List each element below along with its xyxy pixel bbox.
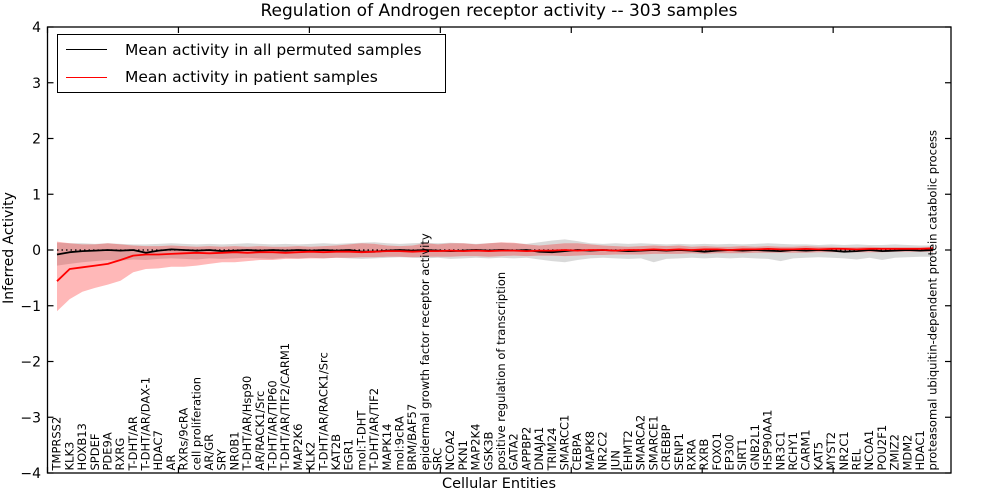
x-tick-label: BRM/BAF57 — [405, 404, 419, 471]
x-tick-label: JUN — [608, 450, 622, 471]
legend-item-permuted: Mean activity in all permuted samples — [58, 37, 445, 63]
patient-confidence-band — [57, 241, 933, 312]
x-tick-label: CARM1 — [799, 429, 813, 470]
y-tick-label: 4 — [32, 20, 41, 36]
x-tick-label: T-DHT/AR/Hsp90 — [240, 376, 254, 472]
x-tick-label: NCOA2 — [443, 430, 457, 471]
legend: Mean activity in all permuted samples Me… — [57, 34, 446, 93]
x-tick-label: SIRT1 — [735, 438, 749, 470]
permuted-line-swatch — [66, 49, 107, 51]
x-tick-label: AR/GR — [202, 434, 216, 471]
x-tick-label: EHMT2 — [621, 430, 635, 470]
x-tick-label: EGR1 — [342, 439, 356, 471]
x-tick-label: RXRs/9cRA — [177, 408, 191, 471]
x-tick-label: MAP2K4 — [469, 424, 483, 471]
x-tick-label: HDAC1 — [913, 430, 927, 470]
x-tick-label: CREBBP — [659, 424, 673, 470]
x-tick-label: T-DHT/AR/TIF2/CARM1 — [278, 343, 292, 472]
x-tick-label: SMARCA2 — [634, 415, 648, 471]
x-tick-label: cell proliferation — [189, 377, 203, 471]
x-tick-label: KLK2 — [304, 442, 318, 471]
x-tick-label: FOXO1 — [710, 432, 724, 470]
x-tick-label: AR — [164, 455, 178, 471]
y-tick-label: −2 — [20, 355, 41, 371]
permuted-confidence-band — [57, 239, 933, 266]
x-tick-label: HDAC7 — [151, 430, 165, 470]
x-tick-label: CEBPA — [570, 433, 584, 470]
x-tick-label: MAP2K6 — [291, 424, 305, 471]
x-tick-label: HOXB13 — [75, 423, 89, 470]
x-tick-label: TRIM24 — [545, 428, 559, 472]
x-tick-label: HSP90AA1 — [761, 410, 775, 471]
x-tick-label: RXRG — [113, 438, 127, 471]
y-tick-label: 2 — [32, 132, 41, 148]
x-tick-label: EP300 — [723, 434, 737, 470]
x-tick-label: SMARCE1 — [646, 415, 660, 470]
x-axis-label: Cellular Entities — [441, 476, 557, 492]
x-tick-label: PDE9A — [100, 432, 114, 470]
x-tick-label: MAPK8 — [583, 431, 597, 471]
x-tick-label: T-DHT/AR/DAX-1 — [139, 377, 153, 472]
x-tick-label: REL — [850, 448, 864, 470]
x-tick-label: RXRA — [684, 439, 698, 470]
x-tick-label: positive regulation of transcription — [494, 272, 508, 471]
legend-label-permuted: Mean activity in all permuted samples — [125, 40, 422, 59]
x-tick-label: NR2C1 — [837, 431, 851, 470]
x-tick-label: SENP1 — [672, 433, 686, 470]
legend-item-patient: Mean activity in patient samples — [58, 64, 445, 90]
x-tick-label: T-DHT/AR/TIP60 — [266, 380, 280, 471]
x-tick-label: T-DHT/AR/TIF2 — [367, 388, 381, 472]
x-tick-label: SPDEF — [88, 434, 102, 471]
x-tick-label: KAT5 — [811, 442, 825, 471]
x-tick-label: T-DHT/AR/RACK1/Src — [316, 352, 330, 471]
y-tick-label: −4 — [20, 466, 41, 482]
chart-title: Regulation of Androgen receptor activity… — [260, 1, 738, 21]
x-tick-label: MAPK14 — [380, 424, 394, 471]
x-tick-label: ZMIZ2 — [888, 434, 902, 470]
y-tick-label: 1 — [32, 187, 41, 203]
x-tick-label: NR0B1 — [227, 431, 241, 470]
x-tick-label: APPBP2 — [519, 427, 533, 471]
x-tick-label: T-DHT/AR — [126, 416, 140, 471]
x-tick-label: epidermal growth factor receptor activit… — [418, 233, 432, 470]
x-tick-label: TMPRSS2 — [50, 417, 64, 472]
x-tick-label: NR2C2 — [596, 431, 610, 470]
y-tick-label: −1 — [20, 299, 41, 315]
x-tick-label: KAT2B — [329, 434, 343, 471]
x-tick-label: RXRB — [697, 439, 711, 471]
x-tick-label: GSK3B — [481, 431, 495, 470]
x-tick-label: mol:T-DHT — [354, 410, 368, 471]
x-tick-label: DNAJA1 — [532, 427, 546, 471]
y-tick-label: 3 — [32, 76, 41, 92]
x-tick-label: MDM2 — [900, 434, 914, 470]
x-tick-label: GATA2 — [507, 433, 521, 470]
x-tick-label: NR3C1 — [773, 431, 787, 470]
y-tick-label: 0 — [32, 243, 41, 259]
x-tick-label: NCOA1 — [862, 430, 876, 471]
x-tick-label: SRY — [215, 448, 229, 471]
x-tick-label: MYST2 — [824, 432, 838, 471]
y-tick-label: −3 — [20, 410, 41, 426]
x-tick-label: mol:9cRA — [392, 416, 406, 470]
x-tick-label: SRC — [431, 448, 445, 471]
x-tick-label: proteasomal ubiquitin-dependent protein … — [926, 130, 940, 471]
x-tick-label: POU2F1 — [875, 425, 889, 471]
x-tick-label: AR/RACK1/Src — [253, 391, 267, 471]
patient-line-swatch — [66, 76, 107, 78]
x-tick-label: KLK3 — [62, 442, 76, 471]
x-tick-label: GNB2L1 — [748, 424, 762, 470]
x-tick-label: PKN1 — [456, 440, 470, 470]
x-tick-label: SMARCC1 — [558, 415, 572, 471]
patient-mean-line — [56, 247, 934, 282]
legend-label-patient: Mean activity in patient samples — [125, 68, 378, 87]
x-tick-label: RCHY1 — [786, 432, 800, 470]
